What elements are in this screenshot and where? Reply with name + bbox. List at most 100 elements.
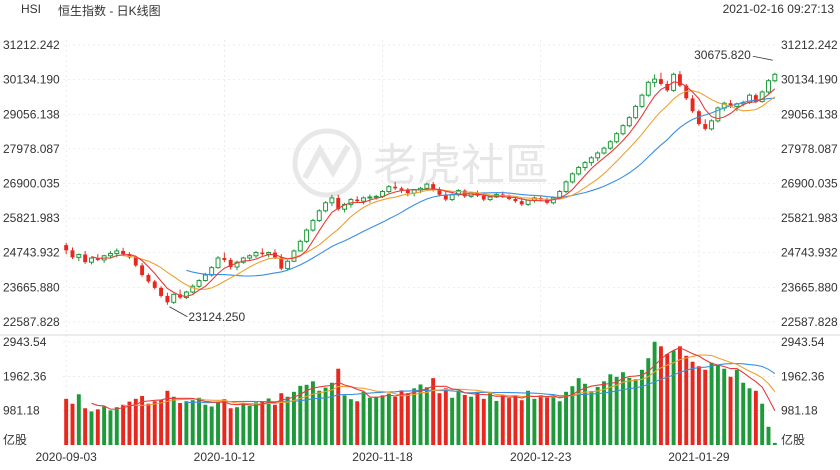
volume-axis: 2943.54 2943.54 1962.36 1962.36 981.18 981.18… — [3, 335, 825, 447]
volume-bar — [64, 398, 69, 445]
candle-body — [70, 250, 75, 258]
candle — [196, 279, 202, 288]
candle — [76, 253, 82, 262]
candle — [361, 196, 367, 205]
price-tick-label: 31212.242 — [781, 38, 838, 52]
candle — [234, 260, 240, 271]
candle — [772, 72, 778, 83]
candle — [652, 74, 658, 88]
candle — [165, 292, 170, 305]
volume-bar — [589, 391, 594, 445]
price-tick-label: 26900.035 — [781, 177, 838, 191]
candle — [759, 90, 765, 103]
candle — [588, 156, 594, 166]
volume-bar — [348, 399, 353, 445]
volume-bar — [462, 394, 467, 445]
volume-bar — [412, 388, 417, 445]
candle — [595, 151, 601, 162]
volume-bar — [165, 390, 170, 445]
volume-bar — [627, 377, 632, 445]
candle-body — [316, 210, 322, 221]
candle — [677, 71, 682, 88]
volume-bar — [70, 403, 75, 445]
candle-body — [525, 199, 531, 205]
watermark: 老虎社區 — [292, 128, 549, 198]
candle-body — [279, 257, 284, 269]
candle-body — [405, 189, 410, 194]
volume-bar — [747, 388, 752, 445]
volume-bar — [76, 394, 81, 445]
candle — [531, 196, 537, 203]
candle-body — [709, 120, 715, 130]
volume-bar — [570, 386, 575, 445]
volume-bar — [665, 354, 670, 445]
candle — [247, 254, 253, 260]
candle-body — [715, 107, 721, 122]
candle-body — [95, 258, 100, 260]
candle-body — [481, 195, 486, 200]
volume-bar — [228, 408, 233, 445]
volume-bar — [273, 404, 277, 445]
candle-body — [285, 260, 291, 270]
candle — [253, 250, 259, 259]
volume-bar — [488, 393, 493, 445]
volume-bar — [95, 409, 100, 445]
volume-bar — [538, 395, 543, 445]
candle-body — [626, 117, 632, 127]
candle-body — [620, 125, 626, 135]
volume-bar — [431, 378, 436, 445]
candle — [690, 95, 695, 113]
price-tick-label: 27978.087 — [3, 142, 60, 156]
price-tick-label: 22587.828 — [3, 315, 60, 329]
candle-body — [165, 295, 170, 303]
volume-ma10-line — [123, 354, 776, 407]
candle-body — [114, 250, 120, 255]
volume-bar — [652, 341, 657, 445]
candle-body — [260, 252, 265, 255]
volume-bar — [235, 407, 239, 445]
volume-bar — [310, 381, 315, 445]
volume-bar — [551, 396, 556, 445]
datetime-label: 2021-02-16 09:27:13 — [722, 2, 834, 16]
candle-body — [222, 258, 227, 260]
volume-bar — [367, 397, 372, 445]
candle-body — [607, 141, 613, 149]
candle-body — [89, 257, 94, 263]
date-axis: 2020-09-03 2020-10-12 2020-11-18 2020-12-23… — [35, 450, 729, 464]
volume-bar — [722, 368, 727, 445]
volume-moving-average-lines — [91, 347, 776, 411]
volume-bar — [291, 391, 296, 445]
volume-bar — [405, 393, 410, 445]
candle-body — [633, 105, 639, 119]
volume-bar — [564, 391, 568, 445]
candle-body — [253, 252, 259, 257]
candle-body — [140, 265, 145, 276]
date-tick-label: 2020-09-03 — [35, 450, 97, 464]
volume-tick-label: 1962.36 — [3, 369, 47, 383]
price-tick-label: 22587.828 — [781, 315, 838, 329]
candle-body — [424, 183, 430, 189]
candle-body — [107, 253, 113, 257]
volume-bar — [526, 390, 531, 445]
candle-body — [728, 103, 733, 107]
volume-bar — [152, 401, 157, 445]
candle-body — [431, 184, 436, 190]
candle-body — [639, 94, 645, 107]
volume-bar — [469, 396, 474, 445]
volume-bar — [557, 401, 562, 445]
volume-bar — [709, 362, 714, 445]
candle-body — [437, 189, 442, 195]
volume-bar — [304, 384, 309, 445]
candle — [481, 193, 486, 202]
volume-bar — [355, 401, 360, 445]
candle — [291, 249, 297, 263]
candle-body — [753, 95, 758, 102]
volume-bar — [519, 400, 524, 445]
volume-bar — [380, 395, 385, 445]
annotation-leader — [169, 306, 188, 318]
volume-bar — [393, 396, 398, 445]
candle — [367, 194, 373, 203]
volume-bar — [507, 398, 512, 445]
price-axis-right: 31212.242 30134.190 29056.138 27978.087 2690… — [781, 38, 838, 329]
